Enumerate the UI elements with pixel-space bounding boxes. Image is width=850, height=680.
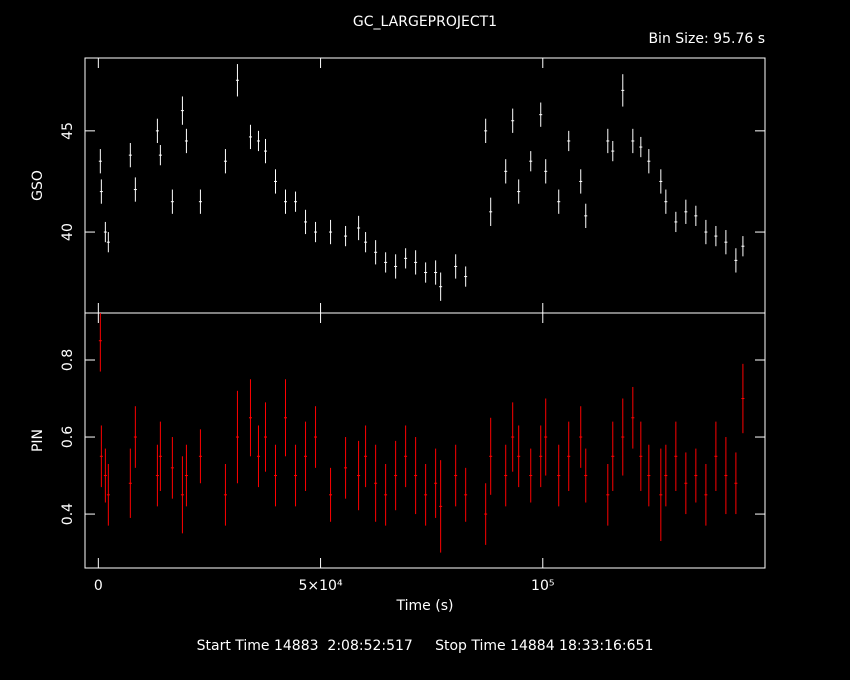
y-tick-label: 0.4 [60, 503, 76, 525]
y-axis-label: PIN [30, 429, 46, 452]
plot-frame [84, 57, 766, 314]
y-tick-label: 40 [60, 223, 76, 241]
bin-size: Bin Size: 95.76 s [648, 31, 765, 47]
y-tick-label: 0.8 [60, 349, 76, 371]
x-tick-label: 5×10⁴ [299, 578, 343, 594]
x-tick-label: 0 [94, 578, 103, 594]
plot-frame [84, 312, 766, 569]
y-tick-label: 45 [60, 122, 76, 140]
x-axis-label: Time (s) [396, 598, 454, 614]
time-range: Start Time 14883 2:08:52:517 Stop Time 1… [197, 638, 654, 654]
y-axis-label: GSO [30, 170, 46, 201]
y-tick-label: 0.6 [60, 426, 76, 448]
chart-title: GC_LARGEPROJECT1 [353, 14, 497, 30]
x-tick-label: 10⁵ [531, 578, 554, 594]
